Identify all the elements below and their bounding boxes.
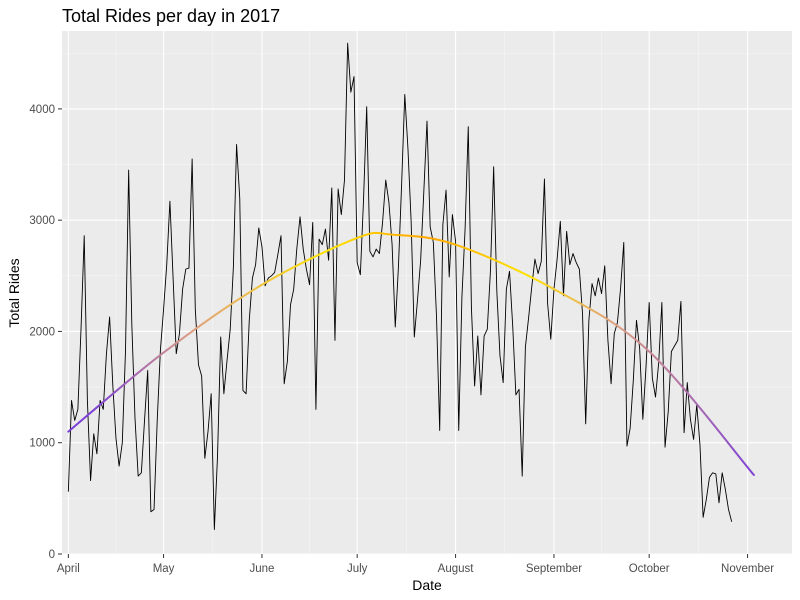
x-tick-label: May bbox=[153, 563, 175, 575]
trend-curve bbox=[67, 231, 755, 476]
plot-series bbox=[67, 42, 755, 530]
y-tick-label: 2000 bbox=[29, 326, 55, 338]
y-tick-label: 0 bbox=[49, 549, 55, 561]
x-axis-title: Date bbox=[412, 577, 442, 593]
y-axis-title: Total Rides bbox=[6, 258, 22, 327]
y-tick-label: 1000 bbox=[29, 438, 55, 450]
x-axis: April May June July August September October No… bbox=[57, 554, 774, 575]
plot-panel bbox=[62, 31, 792, 554]
x-tick-label: July bbox=[347, 563, 368, 575]
x-tick-label: April bbox=[57, 563, 80, 575]
x-tick-label: August bbox=[438, 563, 475, 575]
chart-title: Total Rides per day in 2017 bbox=[62, 6, 280, 26]
y-axis: 0 1000 2000 3000 4000 bbox=[29, 104, 62, 561]
x-tick-label: June bbox=[249, 563, 274, 575]
x-tick-label: October bbox=[629, 563, 670, 575]
y-tick-label: 3000 bbox=[29, 215, 55, 227]
y-tick-label: 4000 bbox=[29, 104, 55, 116]
x-tick-label: November bbox=[721, 563, 774, 575]
x-tick-label: September bbox=[526, 563, 582, 575]
daily-rides-line bbox=[67, 42, 733, 530]
